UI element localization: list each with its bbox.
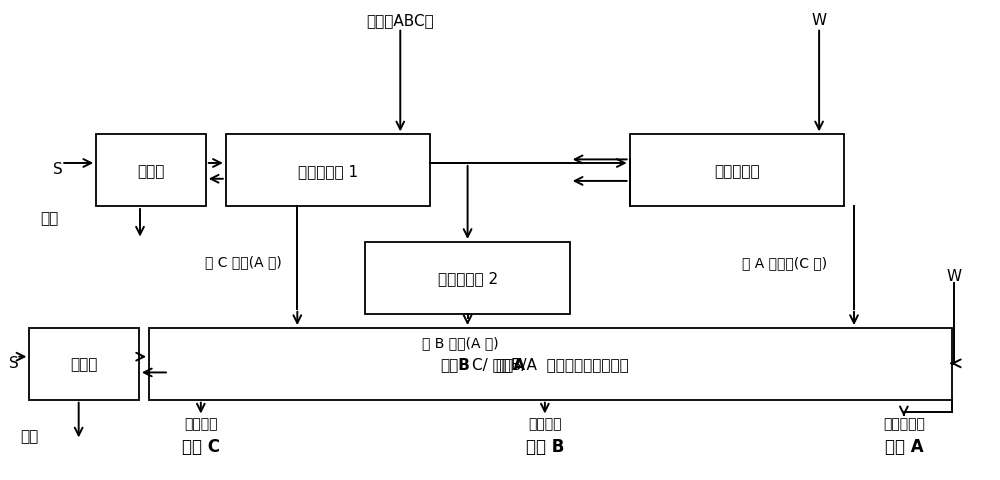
Text: 高纯B: 高纯B bbox=[441, 357, 471, 372]
Text: 出口有机相: 出口有机相 bbox=[883, 417, 925, 431]
Text: 高纯 B: 高纯 B bbox=[526, 437, 564, 455]
Text: 第三出口: 第三出口 bbox=[528, 417, 562, 431]
Text: 废水: 废水 bbox=[20, 428, 38, 443]
Text: 高纯A: 高纯A bbox=[495, 357, 525, 372]
Text: 稀土皂: 稀土皂 bbox=[137, 163, 165, 178]
Text: 废水: 废水 bbox=[40, 211, 58, 226]
Text: 富 B 水相(A 低): 富 B 水相(A 低) bbox=[422, 336, 498, 349]
Text: S: S bbox=[9, 356, 19, 371]
FancyBboxPatch shape bbox=[29, 328, 139, 400]
Text: 预分萃取段 1: 预分萃取段 1 bbox=[298, 163, 358, 178]
Text: 富 C 水相(A 低): 富 C 水相(A 低) bbox=[205, 254, 282, 268]
Text: W: W bbox=[812, 13, 827, 28]
Text: 富 A 有机相(C 低): 富 A 有机相(C 低) bbox=[742, 256, 827, 270]
Text: 出口水相: 出口水相 bbox=[184, 417, 218, 431]
FancyBboxPatch shape bbox=[365, 242, 570, 314]
Text: 高纯 A: 高纯 A bbox=[885, 437, 923, 455]
Text: 高纯 C: 高纯 C bbox=[182, 437, 220, 455]
FancyBboxPatch shape bbox=[149, 328, 952, 400]
Text: S: S bbox=[53, 162, 63, 177]
Text: C/ 高纯B/A  高纯三出口萃取分离: C/ 高纯B/A 高纯三出口萃取分离 bbox=[472, 357, 629, 372]
Text: 预分萃取段 2: 预分萃取段 2 bbox=[438, 271, 498, 286]
FancyBboxPatch shape bbox=[96, 135, 206, 206]
Text: 预分洗涤段: 预分洗涤段 bbox=[714, 163, 760, 178]
FancyBboxPatch shape bbox=[630, 135, 844, 206]
FancyBboxPatch shape bbox=[226, 135, 430, 206]
Text: 稀土皂: 稀土皂 bbox=[70, 357, 98, 372]
Text: 料液（ABC）: 料液（ABC） bbox=[366, 13, 434, 28]
Text: W: W bbox=[946, 268, 961, 283]
